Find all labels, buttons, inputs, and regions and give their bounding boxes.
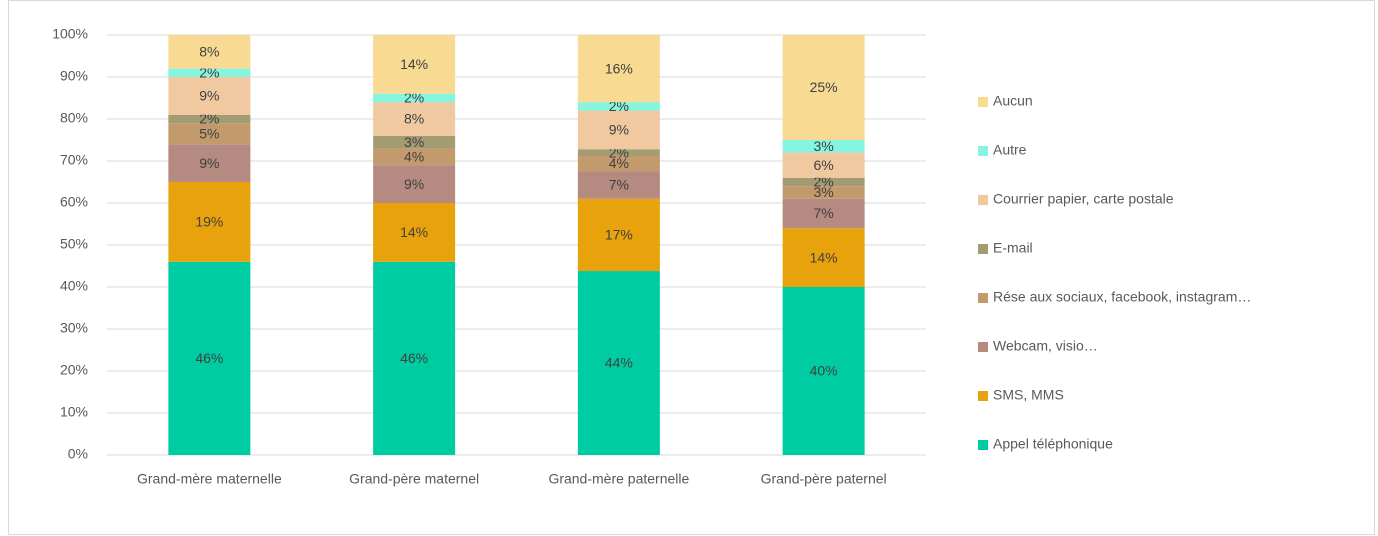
- bar-segment: [168, 123, 251, 145]
- data-label: 8%: [199, 44, 219, 60]
- y-tick-label: 90%: [60, 68, 88, 84]
- bar-segment: [782, 152, 865, 178]
- bar-segment: [168, 182, 251, 262]
- data-label: 9%: [609, 122, 629, 138]
- bar-segment: [577, 198, 660, 272]
- legend-swatch: [978, 391, 988, 401]
- bar-segment: [373, 148, 456, 166]
- data-label: 7%: [814, 205, 834, 221]
- bar-segment: [782, 198, 865, 229]
- data-label: 3%: [814, 138, 834, 154]
- data-label: 46%: [400, 350, 428, 366]
- bar-segment: [373, 35, 456, 94]
- bar-segment: [168, 144, 251, 182]
- data-label: 7%: [609, 177, 629, 193]
- bar-segment: [168, 35, 251, 69]
- bar-segment: [373, 102, 456, 136]
- bar-segment: [577, 35, 660, 103]
- bar-segment: [168, 68, 251, 77]
- y-tick-label: 20%: [60, 362, 88, 378]
- y-tick-label: 80%: [60, 110, 88, 126]
- data-label: 4%: [404, 149, 424, 165]
- data-label: 14%: [400, 56, 428, 72]
- bar-segment: [168, 114, 251, 124]
- legend-label: E-mail: [993, 240, 1033, 256]
- y-tick-label: 0%: [68, 446, 88, 462]
- data-label: 25%: [810, 79, 838, 95]
- data-label: 8%: [404, 111, 424, 127]
- x-tick-label: Grand-père paternel: [761, 471, 887, 487]
- data-label: 9%: [199, 155, 219, 171]
- y-tick-label: 100%: [52, 26, 88, 42]
- bar-segment: [782, 35, 865, 140]
- bar-segment: [577, 155, 660, 172]
- y-tick-label: 30%: [60, 320, 88, 336]
- legend-label: Appel téléphonique: [993, 436, 1113, 452]
- bar-segment: [373, 135, 456, 149]
- bar-segment: [782, 177, 865, 187]
- x-tick-label: Grand-père maternel: [349, 471, 479, 487]
- legend-label: Webcam, visio…: [993, 338, 1098, 354]
- y-tick-label: 70%: [60, 152, 88, 168]
- bar-segment: [168, 77, 251, 115]
- bar-segment: [782, 140, 865, 153]
- legend-label: Aucun: [993, 93, 1033, 109]
- data-label: 16%: [605, 60, 633, 76]
- bar-segment: [373, 261, 456, 455]
- bar-segment: [373, 203, 456, 262]
- bar-segment: [782, 287, 865, 455]
- data-label: 44%: [605, 355, 633, 371]
- data-label: 14%: [400, 224, 428, 240]
- data-label: 46%: [195, 350, 223, 366]
- data-label: 9%: [199, 88, 219, 104]
- bar-segment: [577, 102, 660, 111]
- data-label: 14%: [810, 249, 838, 265]
- legend-label: Autre: [993, 142, 1027, 158]
- y-tick-label: 40%: [60, 278, 88, 294]
- bar-segment: [168, 261, 251, 455]
- legend-label: Courrier papier, carte postale: [993, 191, 1174, 207]
- legend-swatch: [978, 440, 988, 450]
- legend-label: Rése aux sociaux, facebook, instagram…: [993, 289, 1251, 305]
- bar-segment: [577, 271, 660, 455]
- bar-segment: [373, 165, 456, 203]
- bar-segment: [577, 149, 660, 156]
- bar-segment: [782, 186, 865, 199]
- data-label: 6%: [814, 157, 834, 173]
- data-label: 9%: [404, 176, 424, 192]
- data-label: 5%: [199, 125, 219, 141]
- legend-swatch: [978, 195, 988, 205]
- legend-label: SMS, MMS: [993, 387, 1064, 403]
- data-label: 17%: [605, 227, 633, 243]
- y-tick-label: 10%: [60, 404, 88, 420]
- data-label: 4%: [609, 155, 629, 171]
- x-tick-label: Grand-mère paternelle: [548, 471, 689, 487]
- y-tick-label: 50%: [60, 236, 88, 252]
- legend-swatch: [978, 244, 988, 254]
- x-tick-label: Grand-mère maternelle: [137, 471, 282, 487]
- y-tick-label: 60%: [60, 194, 88, 210]
- data-label: 19%: [195, 214, 223, 230]
- legend-swatch: [978, 342, 988, 352]
- bar-segment: [577, 110, 660, 150]
- legend-swatch: [978, 293, 988, 303]
- data-label: 40%: [810, 363, 838, 379]
- data-label: 3%: [814, 184, 834, 200]
- bar-segment: [577, 171, 660, 199]
- bar-segment: [373, 93, 456, 103]
- legend-swatch: [978, 97, 988, 107]
- bar-segment: [782, 228, 865, 287]
- data-label: 3%: [404, 134, 424, 150]
- legend-swatch: [978, 146, 988, 156]
